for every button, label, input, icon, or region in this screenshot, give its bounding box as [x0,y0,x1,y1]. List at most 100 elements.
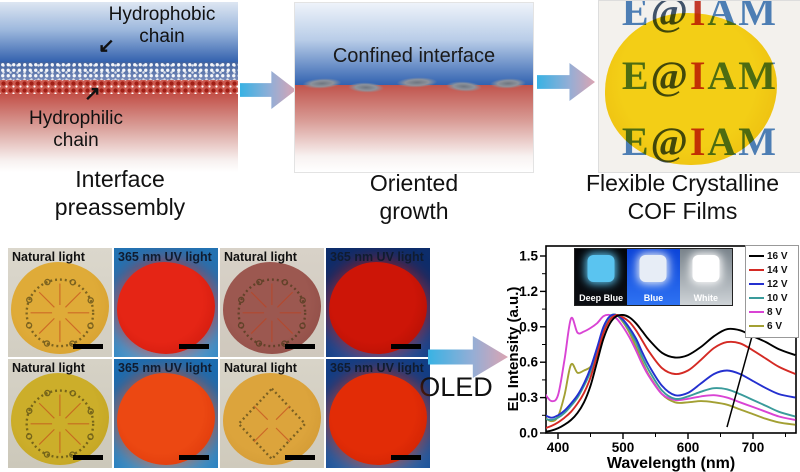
y-tick-label: 0.6 [519,355,538,370]
oled-pixel [587,255,615,282]
photo-light-label: 365 nm UV light [118,361,212,375]
legend-label: 16 V [767,250,788,262]
node [87,433,94,441]
node [43,451,51,458]
legend-line-swatch [749,324,764,328]
y-tick-label: 0.0 [519,426,538,441]
caption-oriented-growth: Oriented growth [295,170,533,225]
node [238,296,245,304]
scale-bar [285,344,315,349]
oled-pixel [692,255,720,282]
node [25,433,33,440]
macrocycle-ring [25,278,95,348]
series-group [546,313,796,433]
legend-label: 10 V [767,292,788,304]
spoke [65,291,82,308]
node [299,297,307,304]
macrocycle-ring [237,278,307,348]
film-disc [117,262,215,354]
down-left-arrow-icon: ↙ [98,35,115,57]
y-tick-label: 0.9 [519,319,538,334]
hydrophilic-chain-label: Hydrophilic chain [12,108,140,152]
legend-item: 6 V [749,319,798,333]
surfactant-hydrophobic-tails [0,62,238,81]
film-disc [329,373,427,465]
x-axis-label: Wavelength (nm) [607,455,735,472]
hydrophobic-line2: chain [139,25,185,47]
film-disc [117,373,215,465]
caption3-line2: COF Films [627,197,738,224]
spoke [38,318,55,335]
confined-interface-label: Confined interface [332,45,496,67]
panel-cof-film-photo: E@IAM E@IAM E@IAM [598,0,800,173]
legend-item: 16 V [749,249,798,263]
legend-label: 12 V [767,278,788,290]
legend-label: 14 V [767,264,788,276]
lower-water-phase [0,94,238,172]
spoke [250,318,267,335]
node [69,390,77,397]
chemical-structure-overlay [237,278,307,348]
caption-interface-preassembly: Interface preassembly [0,166,240,221]
x-tick-label: 500 [612,440,635,455]
node [43,340,51,347]
series-16V [546,313,796,433]
structure-group [237,387,307,461]
scale-bar [391,344,421,349]
node [87,297,95,304]
oled-pixel [639,255,667,282]
spoke [65,429,82,446]
scale-bar [73,455,103,460]
y-tick-label: 0.3 [519,390,538,405]
node [256,278,263,286]
upper-water-phase [295,3,533,85]
node [26,407,33,415]
film-disc [223,373,321,465]
macrocycle-ring [25,389,95,459]
node [87,408,95,415]
node [299,322,306,330]
hydrophobic-chain-label: Hydrophobic chain [88,4,236,48]
panel-interface-preassembly: Hydrophobic chain ↙ Hydrophilic chain ↗ [0,0,238,172]
y-axis-label: EL Intensity (a.u.) [506,287,522,412]
cof-flake [484,76,532,91]
legend-item: 14 V [749,263,798,277]
film-disc [329,262,427,354]
legend-label: 8 V [767,306,783,318]
cof-flake [342,80,390,95]
chemical-structure-overlay [25,389,95,459]
spoke [277,318,294,335]
x-tick-label: 400 [547,440,570,455]
cof-flake [440,78,488,95]
spoke [65,402,82,419]
film-photo: Natural light [220,359,324,468]
photo-light-label: Natural light [12,361,85,375]
spoke [253,405,269,421]
scale-bar [285,455,315,460]
scale-bar [73,344,103,349]
legend-line-swatch [749,310,764,314]
caption-flexible-crystalline-cof-films: Flexible Crystalline COF Films [565,170,800,225]
node [255,340,263,347]
inset-oled-photo: Blue [627,249,680,305]
node [237,322,245,329]
caption2-line1: Oriented [369,170,459,196]
spoke [65,318,82,335]
photo-light-label: Natural light [224,250,297,264]
node [281,279,289,286]
scale-bar [391,455,421,460]
oled-emission-inset: Deep Blue Blue White [574,248,733,306]
x-tick-label: 600 [677,440,700,455]
surfactant-hydrophilic-heads [0,80,238,95]
film-photo: 365 nm UV light [114,248,218,357]
inset-color-label: Blue [643,293,664,303]
cof-flake [390,75,444,90]
inset-oled-photo: Deep Blue [575,249,628,305]
structure-group [25,278,95,348]
caption1-line2: preassembly [54,193,186,220]
photo-light-label: 365 nm UV light [330,250,424,264]
legend-line-swatch [749,296,764,300]
series-6V [546,313,796,426]
chemical-structure-overlay [25,278,95,348]
hydrophobic-line1: Hydrophobic [108,4,216,25]
